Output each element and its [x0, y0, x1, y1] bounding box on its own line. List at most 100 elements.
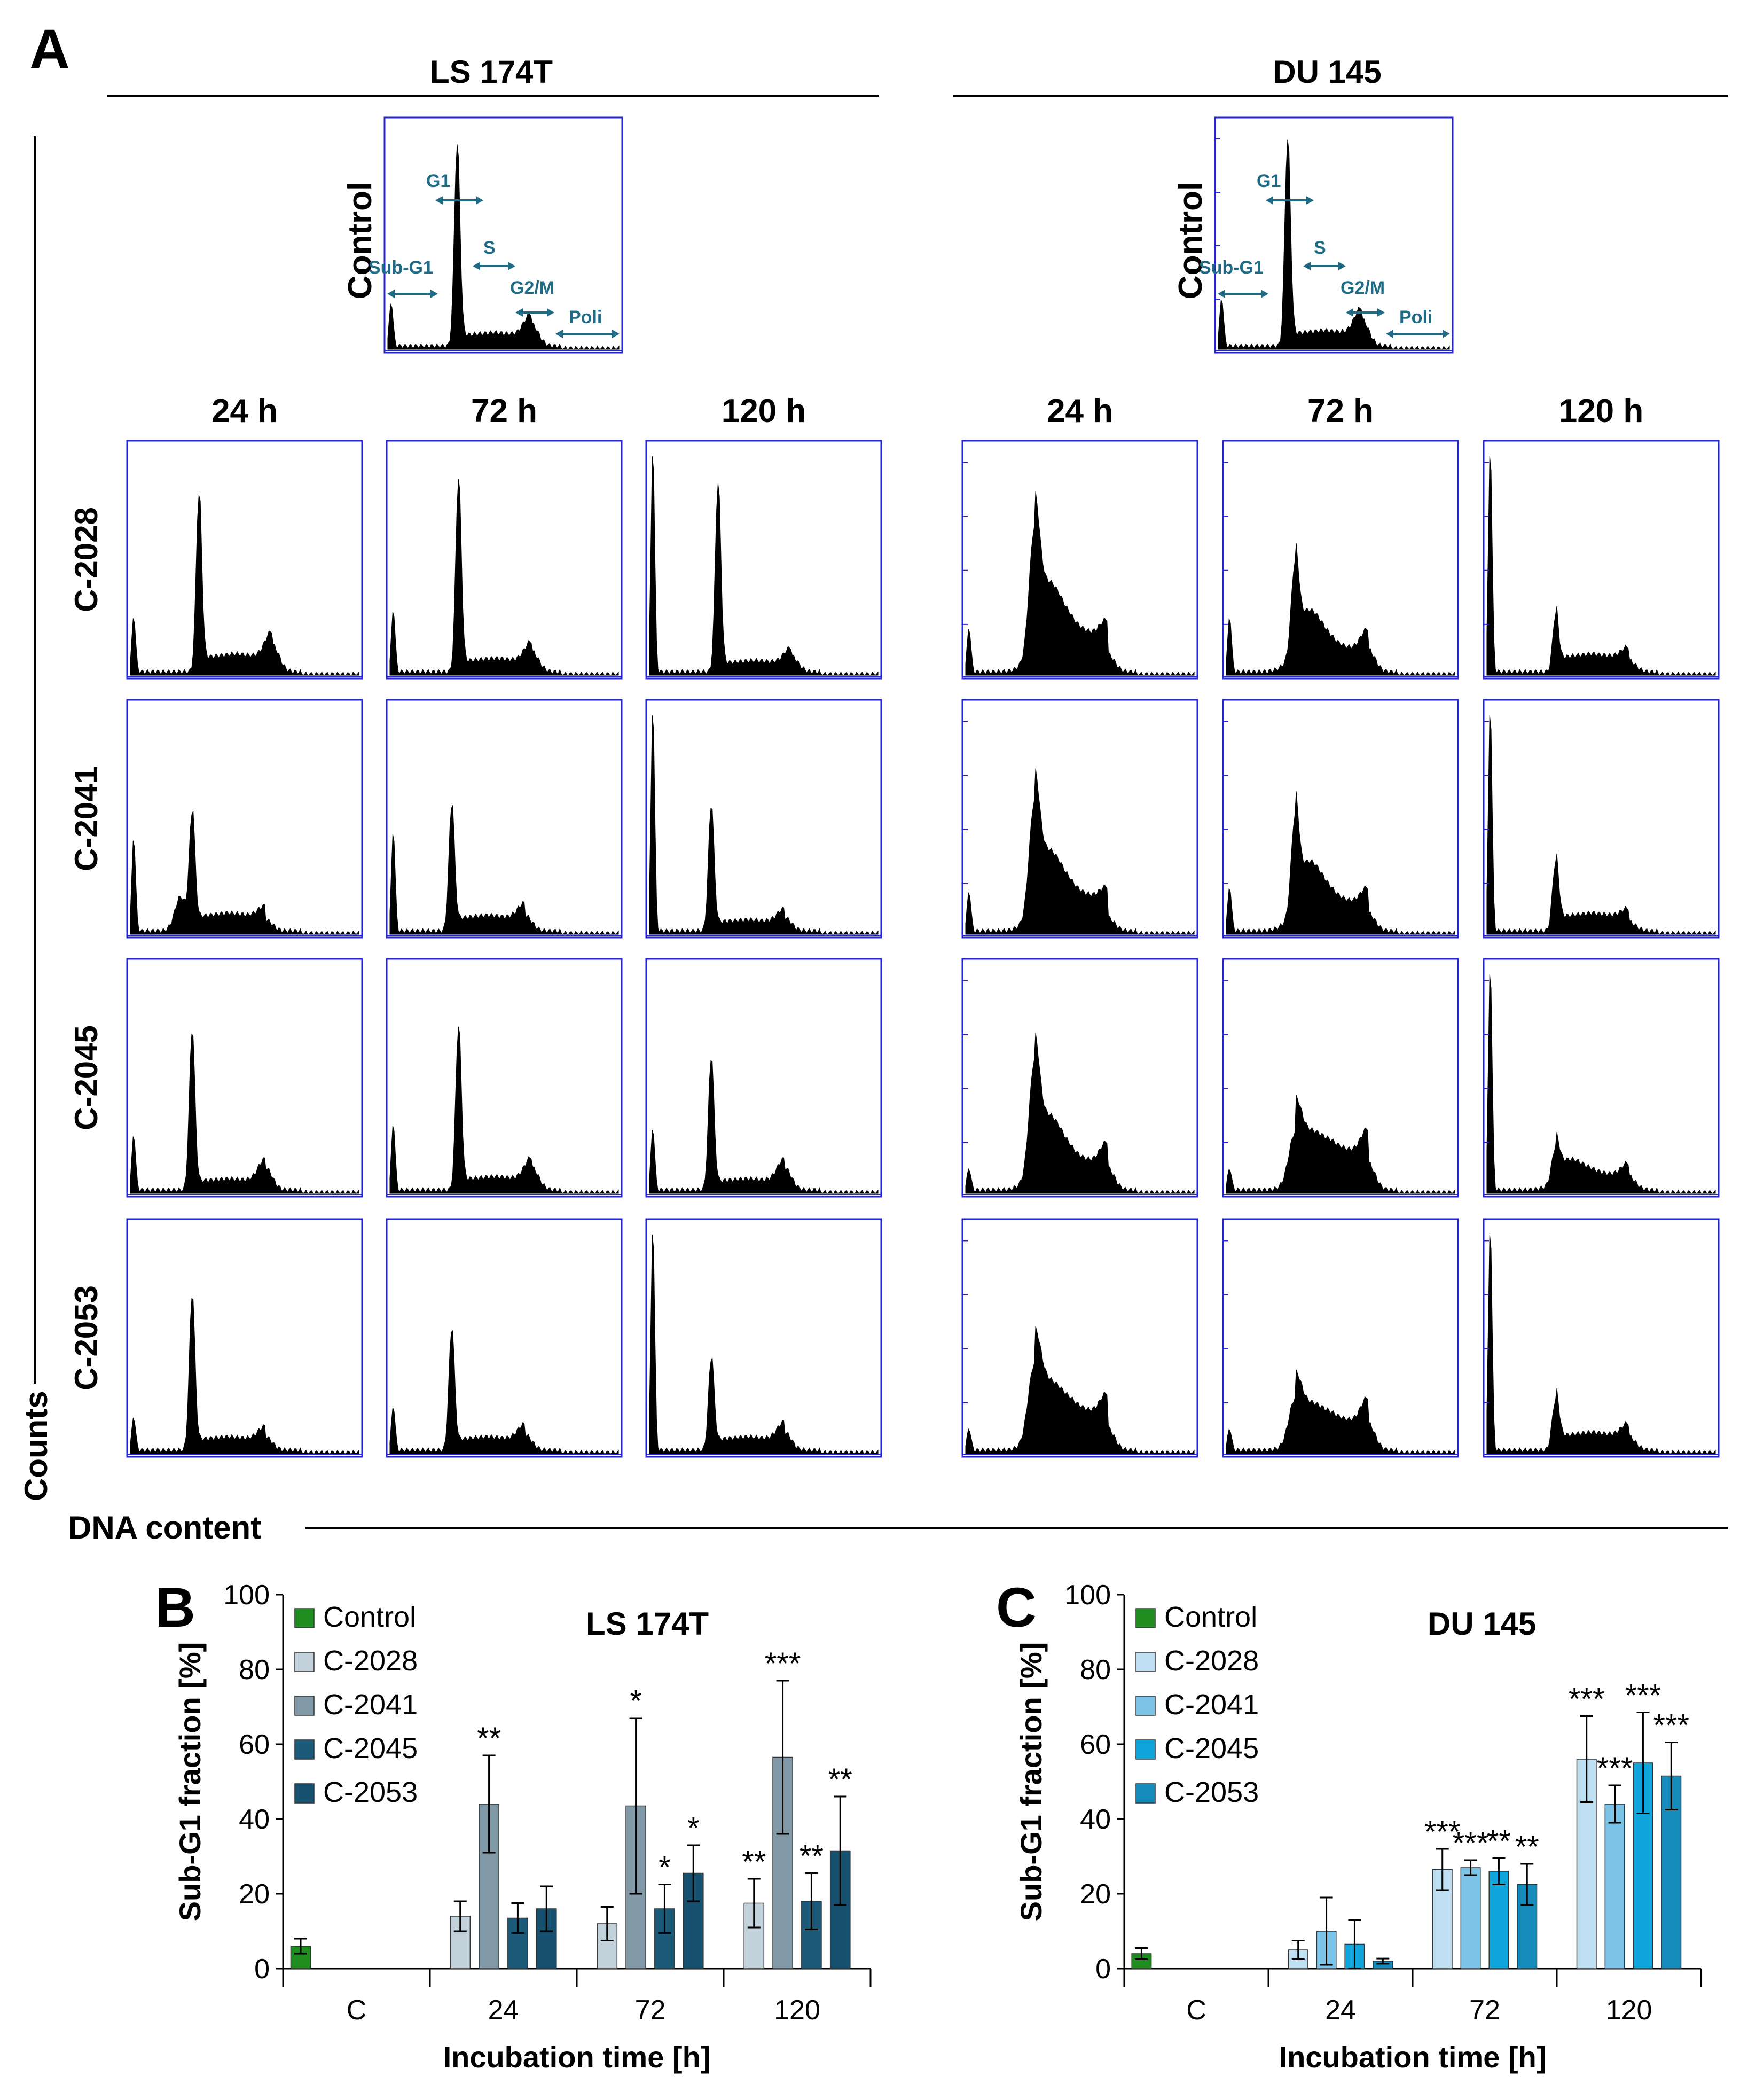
compound-row-label: C-2028	[68, 507, 104, 612]
histogram-frame	[126, 699, 363, 939]
histogram-trace	[130, 1298, 359, 1454]
y-tick-label: 80	[239, 1654, 270, 1685]
significance-label: **	[1515, 1830, 1539, 1864]
histogram-du145	[961, 440, 1198, 680]
legend-swatch	[1135, 1652, 1156, 1672]
gate-label: S	[1314, 238, 1326, 258]
histogram-trace	[649, 456, 879, 676]
significance-label: **	[477, 1721, 501, 1756]
histogram-ls174t	[126, 699, 363, 939]
gate-arrowhead	[1306, 196, 1314, 205]
histogram-ls174t	[645, 958, 882, 1198]
gate-label: Poli	[1399, 307, 1432, 327]
y-tick-label: 100	[1064, 1580, 1111, 1611]
histogram-du145	[1222, 958, 1459, 1198]
significance-label: ***	[1569, 1682, 1605, 1717]
legend-label: C-2028	[323, 1645, 418, 1677]
gate-label: Poli	[569, 307, 602, 327]
panel-label: B	[155, 1576, 195, 1639]
histogram-ls174t	[386, 1218, 623, 1458]
gate-label: Sub-G1	[1199, 257, 1264, 278]
histogram-ls174t	[645, 440, 882, 680]
histogram-control	[383, 116, 623, 354]
histogram-trace	[389, 1330, 619, 1454]
histogram-frame	[126, 440, 363, 680]
x-axis-label: Incubation time [h]	[443, 2040, 711, 2074]
legend-swatch	[1135, 1783, 1156, 1804]
y-tick-label: 0	[1095, 1954, 1111, 1985]
histogram-trace	[130, 495, 359, 676]
histogram-trace	[389, 479, 619, 676]
control-row-label: Control	[342, 182, 379, 299]
dna-content-axis-label: DNA content	[68, 1510, 261, 1545]
significance-label: **	[1487, 1824, 1511, 1859]
gate-label: G2/M	[510, 278, 554, 298]
histogram-du145	[961, 1218, 1198, 1458]
histogram-frame	[1222, 1218, 1459, 1458]
panel-label: C	[996, 1576, 1037, 1639]
y-tick-label: 40	[1080, 1804, 1111, 1835]
x-axis-label: Incubation time [h]	[1279, 2040, 1547, 2074]
x-tick-label: C	[1186, 1995, 1206, 2026]
cell-line-title-du145: DU 145	[1273, 54, 1381, 90]
histogram-du145	[1222, 699, 1459, 939]
gate-arrowhead	[1338, 262, 1346, 270]
gate-label: G1	[426, 171, 450, 191]
x-tick-label: 24	[1325, 1995, 1356, 2026]
significance-label: *	[659, 1851, 671, 1885]
histogram-du145	[1222, 1218, 1459, 1458]
histogram-trace	[130, 1033, 359, 1194]
histogram-du145	[1483, 440, 1720, 680]
histogram-trace	[1218, 139, 1450, 350]
histogram-ls174t	[386, 958, 623, 1198]
histogram-trace	[1486, 456, 1716, 676]
legend-swatch	[294, 1608, 315, 1628]
legend-label: C-2041	[1164, 1689, 1259, 1721]
compound-row-label: C-2053	[68, 1285, 104, 1391]
gate-label: G2/M	[1341, 278, 1385, 298]
histogram-ls174t	[645, 1218, 882, 1458]
time-header-du145: 24 h	[1047, 393, 1113, 430]
gate-label: G1	[1257, 171, 1281, 191]
legend-swatch	[1135, 1696, 1156, 1716]
histogram-frame	[1222, 440, 1459, 680]
histogram-frame	[645, 1218, 882, 1458]
gate-arrowhead	[430, 290, 438, 298]
histogram-frame	[386, 958, 623, 1198]
histogram-frame	[386, 440, 623, 680]
significance-label: **	[828, 1762, 852, 1797]
bar	[1460, 1867, 1481, 1969]
gate-arrowhead	[476, 196, 483, 205]
legend-label: Control	[1164, 1601, 1257, 1633]
gate-label: S	[483, 238, 496, 258]
gate-arrowhead	[555, 330, 563, 338]
significance-label: ***	[1625, 1679, 1661, 1713]
histogram-ls174t	[126, 958, 363, 1198]
gate-arrowhead	[387, 290, 395, 298]
time-header-ls174t: 24 h	[211, 393, 278, 430]
histogram-trace	[965, 491, 1195, 676]
histogram-frame	[645, 958, 882, 1198]
gate-arrowhead	[435, 196, 443, 205]
histogram-frame	[386, 1218, 623, 1458]
histogram-du145	[1483, 958, 1720, 1198]
histogram-trace	[130, 811, 359, 935]
compound-row-label: C-2045	[68, 1025, 104, 1130]
histogram-du145	[1222, 440, 1459, 680]
histogram-trace	[1486, 1234, 1716, 1454]
chart-b: B 0 20 40 60 80 100 Sub-G1 fraction [%] Incubati…	[155, 1576, 872, 2074]
histogram-trace	[389, 1026, 619, 1194]
time-header-du145: 72 h	[1307, 393, 1374, 430]
legend-swatch	[1135, 1739, 1156, 1760]
histogram-trace	[1226, 1095, 1455, 1194]
x-tick-label: C	[347, 1995, 367, 2026]
bar	[450, 1916, 471, 1969]
histogram-ls174t	[386, 699, 623, 939]
significance-label: ***	[765, 1646, 801, 1681]
y-tick-label: 0	[254, 1954, 270, 1985]
gate-arrowhead	[1346, 308, 1353, 317]
gate-arrowhead	[1386, 330, 1393, 338]
gate-arrowhead	[1443, 330, 1450, 338]
gate-label: Sub-G1	[369, 257, 433, 278]
histogram-du145	[1483, 1218, 1720, 1458]
